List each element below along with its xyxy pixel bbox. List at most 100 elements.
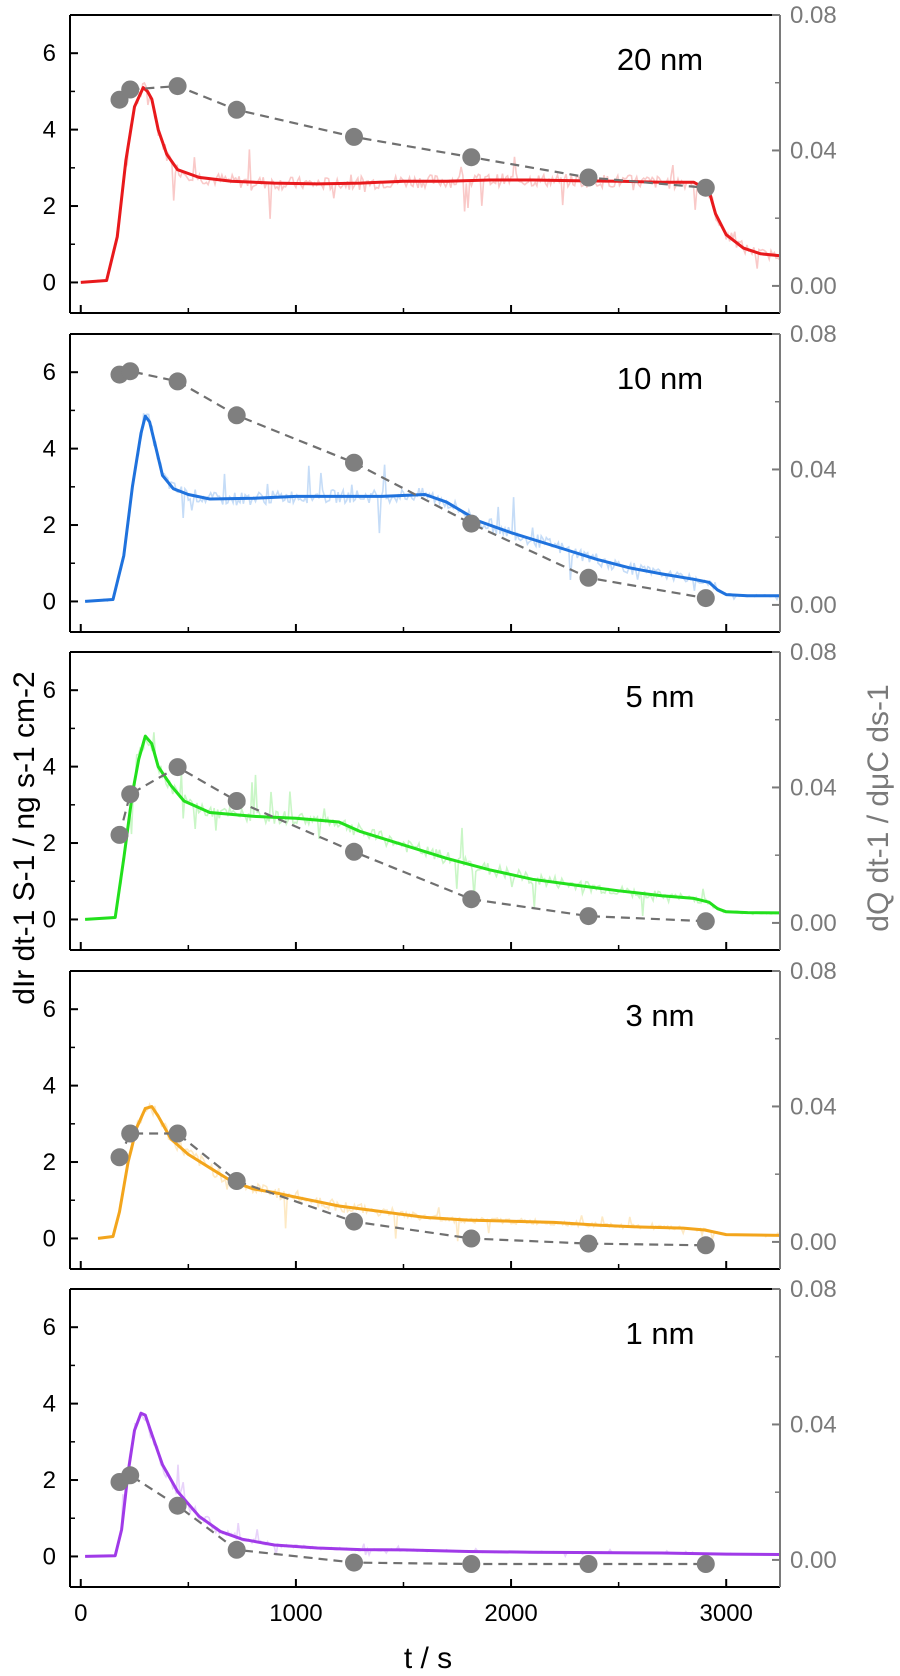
charge-rate-point [462, 890, 481, 909]
y-tick-label-right: 0.04 [790, 774, 837, 801]
charge-rate-point [696, 1236, 715, 1255]
charge-rate-point [345, 1212, 363, 1231]
charge-rate-point [579, 1555, 598, 1573]
panel-4: 0 2 4 6 0.00 0.04 0.08 3 nm [43, 958, 837, 1270]
y-tick-label-left: 6 [43, 1314, 56, 1341]
y-tick-label-left: 0 [43, 906, 56, 933]
panel-label: 5 nm [626, 679, 695, 714]
y-tick-label-right: 0.00 [790, 910, 837, 937]
y-tick-label-left: 4 [43, 1073, 56, 1100]
mass-rate-line [84, 414, 780, 603]
charge-rate-point [121, 1124, 140, 1143]
charge-rate-point [168, 1496, 187, 1515]
charge-rate-point [579, 168, 598, 187]
raw-signal-line [97, 1101, 781, 1242]
charge-rate-point [168, 372, 187, 391]
charge-rate-point [462, 1555, 481, 1573]
panels-group: 0 2 4 6 0.00 0.04 0.08 20 nm 0 2 4 6 0.00 0.04 0.08 10 … [43, 2, 837, 1588]
y-tick-label-left: 2 [43, 830, 56, 857]
y-tick-label-right: 0.04 [790, 1093, 837, 1120]
y-tick-label-left: 0 [43, 1225, 56, 1252]
charge-rate-dashed-line [118, 765, 706, 923]
panel-label: 20 nm [617, 42, 703, 77]
y-tick-label-left: 2 [43, 1467, 56, 1494]
y-tick-label-left: 6 [43, 359, 56, 386]
charge-rate-point [462, 1229, 481, 1248]
mass-rate-line [97, 1105, 781, 1240]
raw-signal-line [85, 413, 780, 603]
y-tick-label-left: 0 [43, 269, 56, 296]
y-tick-label-left: 6 [43, 996, 56, 1023]
y-tick-label-right: 0.00 [790, 273, 837, 300]
y-tick-label-left: 4 [43, 1391, 56, 1418]
charge-rate-point [579, 568, 598, 587]
y-tick-label-left: 0 [43, 588, 56, 615]
charge-rate-point [696, 1555, 715, 1573]
charge-rate-point [110, 1148, 129, 1167]
panel-3: 0 2 4 6 0.00 0.04 0.08 5 nm [43, 639, 837, 951]
raw-signal-line [85, 1414, 779, 1559]
charge-rate-dashed-line [118, 84, 706, 189]
charge-rate-point [227, 100, 246, 119]
charge-rate-point [345, 842, 363, 861]
y-axis-label-left: dIr dt-1 S-1 / ng s-1 cm-2 [8, 671, 41, 1004]
charge-rate-point [121, 785, 140, 804]
y-tick-label-right: 0.08 [790, 639, 837, 666]
y-tick-label-right: 0.04 [790, 1411, 837, 1438]
y-axis-label-right: dQ dt-1 / dμC ds-1 [862, 684, 895, 931]
mass-rate-line [85, 734, 781, 921]
y-tick-label-right: 0.08 [790, 1276, 837, 1303]
x-tick-label: 1000 [269, 1600, 322, 1627]
y-tick-label-right: 0.00 [790, 1547, 837, 1574]
charge-rate-point [696, 912, 715, 931]
y-tick-label-left: 2 [43, 1149, 56, 1176]
panel-label: 3 nm [626, 998, 695, 1033]
charge-rate-point [110, 825, 129, 844]
raw-signal-line [85, 732, 779, 921]
x-tick-label: 2000 [484, 1600, 537, 1627]
charge-rate-point [121, 80, 140, 99]
x-axis: 0 1000 2000 3000 [74, 1600, 753, 1627]
panel-5: 0 2 4 6 0.00 0.04 0.08 1 nm [43, 1276, 837, 1588]
y-tick-label-right: 0.00 [790, 592, 837, 619]
charge-rate-dashed-line [118, 1473, 706, 1566]
x-tick-label: 0 [74, 1600, 87, 1627]
y-tick-label-left: 6 [43, 677, 56, 704]
charge-rate-point [462, 148, 481, 167]
charge-rate-point [696, 589, 715, 608]
y-tick-label-left: 2 [43, 193, 56, 220]
x-axis-label: t / s [404, 1642, 452, 1675]
y-tick-label-right: 0.04 [790, 456, 837, 483]
charge-rate-point [345, 127, 363, 146]
charge-rate-point [121, 362, 140, 381]
charge-rate-dashed-line [118, 1132, 706, 1247]
y-tick-label-right: 0.04 [790, 137, 837, 164]
y-tick-label-right: 0.08 [790, 2, 837, 29]
y-tick-label-right: 0.08 [790, 958, 837, 985]
x-tick-label: 3000 [700, 1600, 753, 1627]
y-tick-label-left: 4 [43, 754, 56, 781]
y-tick-label-right: 0.00 [790, 1229, 837, 1256]
charge-rate-point [462, 514, 481, 533]
charge-rate-point [168, 77, 187, 96]
charge-rate-point [696, 178, 715, 197]
y-tick-label-left: 4 [43, 436, 56, 463]
charge-rate-point [345, 1553, 363, 1572]
charge-rate-point [168, 758, 187, 777]
charge-rate-point [579, 907, 598, 926]
y-tick-label-left: 2 [43, 512, 56, 539]
charge-rate-point [227, 1172, 246, 1190]
charge-rate-point [345, 453, 363, 472]
charge-rate-point [227, 1540, 246, 1559]
panel-label: 10 nm [617, 361, 703, 396]
charge-rate-point [168, 1124, 187, 1143]
charge-rate-point [227, 406, 246, 425]
mass-rate-line [85, 1411, 781, 1558]
charge-rate-point [227, 792, 246, 810]
y-tick-label-left: 4 [43, 117, 56, 144]
panel-2: 0 2 4 6 0.00 0.04 0.08 10 nm [43, 321, 837, 633]
y-tick-label-left: 0 [43, 1543, 56, 1570]
charge-rate-point [121, 1466, 140, 1485]
panel-1: 0 2 4 6 0.00 0.04 0.08 20 nm [43, 2, 837, 314]
